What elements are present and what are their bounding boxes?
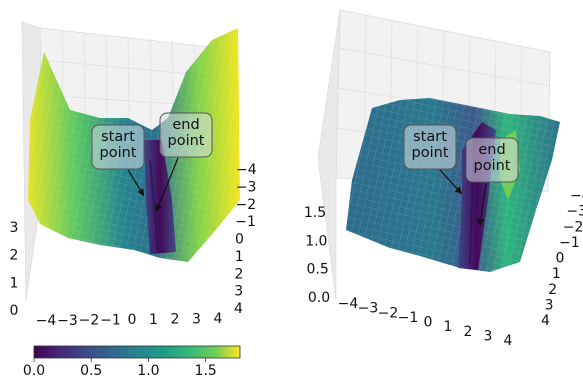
annotation-arrow: [155, 157, 179, 213]
right-x-tick: −2: [378, 305, 399, 321]
left-x-tick: 3: [192, 311, 201, 327]
right-y-tick: −4: [570, 188, 583, 204]
right-x-tick: −4: [338, 296, 359, 312]
annotation-box: [403, 124, 457, 170]
right-x-tick: 2: [464, 324, 473, 340]
annotation-box: [465, 137, 519, 183]
left-y-ticks: −4−3 −2−1 012 34: [234, 162, 257, 317]
right-z-tick: 1.5: [304, 205, 326, 221]
colorbar-tick: 0.5: [80, 363, 102, 376]
colorbar-tick: 0.0: [23, 363, 45, 376]
annotation-label: point: [474, 158, 511, 174]
left-y-tick: −2: [236, 197, 257, 213]
colorbar-ticks: 0.0 0.5 1.0 1.5: [23, 358, 217, 376]
annotation-label: point: [100, 145, 137, 161]
annotation-arrowhead: [137, 188, 144, 196]
left-x-tick: 2: [171, 312, 180, 328]
right-x-tick: 4: [504, 333, 513, 349]
annotation-label: end: [172, 117, 199, 133]
left-x-tick: −2: [79, 313, 100, 329]
annotation-arrowhead: [454, 186, 462, 194]
left-valley: [144, 140, 176, 254]
annotation-label: end: [478, 142, 505, 158]
right-x-tick: 0: [424, 315, 433, 331]
left-x-tick: 0: [128, 312, 137, 328]
right-z-ticks: 0.0 0.5 1.0 1.5: [304, 205, 330, 306]
right-y-tick: 1: [552, 266, 561, 282]
right-z-tick: 0.5: [307, 262, 329, 278]
right-side-pane: [317, 9, 341, 301]
left-z-ticks: 0 1 2 3: [10, 220, 19, 319]
right-y-tick: −1: [559, 235, 580, 251]
annotation-arrow: [479, 182, 487, 227]
annotation-label: start: [413, 129, 447, 145]
right-z-tick: 1.0: [305, 233, 327, 249]
annotation-arrowhead: [155, 204, 162, 212]
right-y-tick: 4: [541, 313, 550, 329]
right-x-tick: −1: [398, 310, 419, 326]
annotation-label: point: [412, 145, 449, 161]
left-x-tick: −1: [100, 312, 121, 328]
right-y-tick: 3: [545, 297, 554, 313]
colorbar-tick: 1.5: [195, 363, 217, 376]
left-x-tick: −4: [36, 313, 57, 329]
colorbar-gradient: [33, 345, 241, 359]
left-y-tick: 1: [235, 249, 244, 265]
left-y-tick: −3: [236, 179, 257, 195]
right-y-tick: 0: [556, 251, 565, 267]
left-y-tick: −4: [236, 162, 257, 178]
left-y-tick: −1: [235, 214, 256, 230]
right-z-tick: 0.0: [308, 290, 330, 306]
left-y-tick: 2: [235, 266, 244, 282]
left-y-tick: 3: [234, 284, 243, 300]
left-y-tick: 0: [235, 232, 244, 248]
right-y-tick: 2: [548, 282, 557, 298]
left-z-tick: 0: [10, 303, 19, 319]
annotation-label: point: [168, 133, 205, 149]
colorbar-tick: 1.0: [137, 363, 159, 376]
annotation-arrowhead: [477, 218, 485, 226]
right-x-ticks: −4 −3 −2 −1 0 1 2 3 4: [338, 296, 513, 349]
left-x-tick: 4: [214, 311, 223, 327]
right-x-tick: −3: [358, 301, 379, 317]
right-x-tick: 1: [444, 319, 453, 335]
right-y-tick: −3: [566, 204, 583, 220]
annotation-box: [91, 124, 145, 170]
left-y-tick: 4: [234, 301, 243, 317]
annotation-label: start: [101, 129, 135, 145]
left-z-tick: 2: [10, 248, 19, 264]
left-x-tick: 1: [149, 312, 158, 328]
left-z-tick: 1: [10, 275, 19, 291]
right-x-tick: 3: [484, 328, 493, 344]
left-x-ticks: −4 −3 −2 −1 0 1 2 3 4: [36, 311, 223, 329]
annotation-box: [159, 112, 213, 158]
colorbar: 0.0 0.5 1.0 1.5: [23, 345, 241, 376]
left-z-tick: 3: [10, 220, 19, 236]
right-y-tick: −2: [563, 219, 583, 235]
left-x-tick: −3: [57, 313, 78, 329]
